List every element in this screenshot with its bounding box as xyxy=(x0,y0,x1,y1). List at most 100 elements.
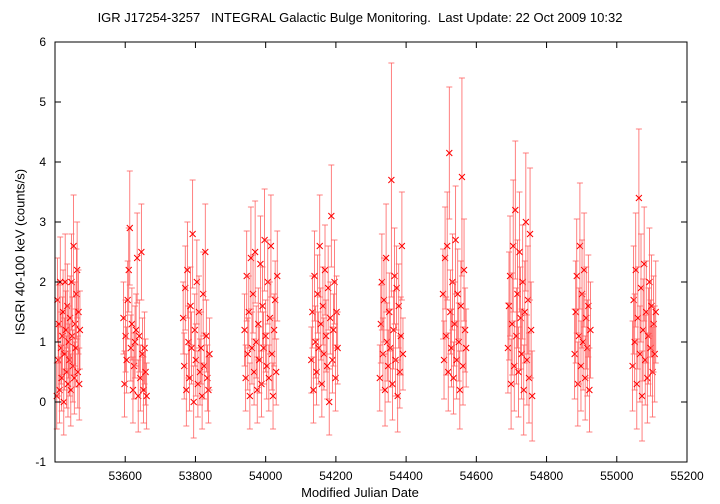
data-point xyxy=(143,362,150,430)
data-point xyxy=(459,326,467,406)
x-marker xyxy=(251,248,259,256)
data-point xyxy=(573,218,581,334)
x-marker xyxy=(322,332,330,340)
x-marker xyxy=(444,368,452,376)
y-tick-label: 1 xyxy=(39,335,46,349)
data-point xyxy=(638,350,646,442)
x-marker xyxy=(259,302,266,310)
x-marker xyxy=(572,308,580,316)
x-marker xyxy=(184,266,191,274)
data-point xyxy=(511,140,519,280)
x-marker xyxy=(245,308,253,316)
x-marker xyxy=(127,344,135,352)
data-point xyxy=(526,167,534,301)
x-marker xyxy=(189,230,196,238)
x-marker xyxy=(454,290,462,298)
x-marker xyxy=(327,212,335,220)
x-marker xyxy=(462,344,470,352)
x-marker xyxy=(267,242,275,250)
data-point xyxy=(461,287,469,373)
x-marker xyxy=(310,386,317,394)
x-marker xyxy=(54,356,62,364)
x-marker xyxy=(398,242,406,250)
x-marker xyxy=(326,314,334,322)
x-marker xyxy=(123,356,130,364)
x-marker xyxy=(330,326,337,334)
x-marker xyxy=(458,173,466,181)
x-marker xyxy=(197,344,205,352)
x-tick-label: 53600 xyxy=(109,469,143,483)
data-point xyxy=(633,338,641,430)
x-marker xyxy=(323,362,331,370)
x-marker xyxy=(64,380,72,388)
x-marker xyxy=(385,308,393,316)
data-point xyxy=(439,248,447,340)
x-marker xyxy=(445,149,453,157)
x-marker xyxy=(65,338,73,346)
data-point xyxy=(75,347,83,421)
x-marker xyxy=(587,326,594,334)
x-marker xyxy=(182,386,190,394)
x-marker xyxy=(68,332,76,340)
x-marker xyxy=(456,386,464,394)
data-point xyxy=(142,338,149,406)
x-marker xyxy=(316,242,324,250)
data-point xyxy=(398,191,406,301)
x-marker xyxy=(651,350,659,358)
data-point xyxy=(458,77,466,277)
x-marker xyxy=(191,326,199,334)
x-marker xyxy=(399,350,407,358)
data-point xyxy=(462,308,470,388)
x-marker xyxy=(388,176,395,184)
data-point xyxy=(312,305,319,379)
x-marker xyxy=(124,296,132,304)
data-point xyxy=(261,188,268,292)
data-point xyxy=(191,293,199,367)
y-tick-label: 5 xyxy=(39,95,46,109)
x-marker xyxy=(202,332,210,340)
data-point xyxy=(133,212,141,304)
x-marker xyxy=(241,326,248,334)
x-marker xyxy=(376,374,384,382)
x-marker xyxy=(652,308,660,316)
data-point xyxy=(273,230,281,322)
data-point xyxy=(262,299,270,373)
data-point xyxy=(327,164,335,268)
x-marker xyxy=(527,326,535,334)
x-marker xyxy=(638,392,646,400)
x-marker xyxy=(586,386,593,394)
data-point xyxy=(587,281,594,379)
data-point xyxy=(189,179,196,289)
x-axis-label: Modified Julian Date xyxy=(301,485,419,500)
data-point xyxy=(450,341,457,415)
x-marker xyxy=(635,194,643,202)
x-marker xyxy=(190,398,198,406)
data-point xyxy=(396,335,404,409)
data-point xyxy=(571,308,578,400)
x-marker xyxy=(74,368,82,376)
x-marker xyxy=(244,350,252,358)
data-point xyxy=(330,293,337,367)
x-marker xyxy=(311,272,318,280)
x-marker xyxy=(60,398,68,406)
data-point xyxy=(504,302,512,394)
x-marker xyxy=(133,254,141,262)
data-point xyxy=(334,311,341,385)
axis-ticks: -1 0 1 2 3 4 5 6 53600 53800 54000 54200 54400 54600 5… xyxy=(35,35,704,483)
x-marker xyxy=(396,368,404,376)
x-marker xyxy=(206,350,213,358)
x-marker xyxy=(262,332,270,340)
x-marker xyxy=(511,206,519,214)
data-point xyxy=(329,326,336,394)
plot-frame xyxy=(54,41,688,463)
y-tick-label: 4 xyxy=(39,155,46,169)
x-marker xyxy=(521,308,529,316)
x-marker xyxy=(450,374,457,382)
data-point xyxy=(138,203,145,301)
data-point xyxy=(251,200,259,304)
y-tick-label: 2 xyxy=(39,275,46,289)
x-marker xyxy=(312,338,319,346)
x-marker xyxy=(522,218,530,226)
data-point xyxy=(70,341,78,415)
data-point xyxy=(316,194,324,298)
